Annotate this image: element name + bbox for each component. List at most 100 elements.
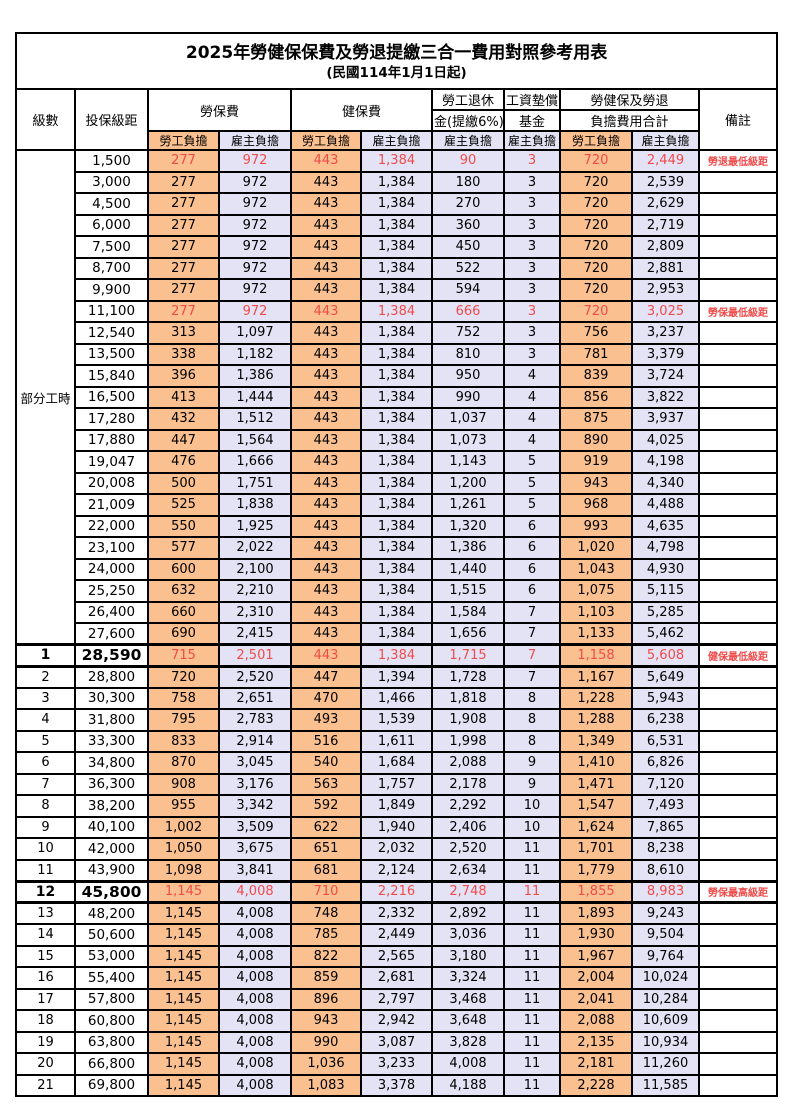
total-employer-cell: 9,764 (631, 944, 700, 968)
pension-employer-cell: 1,320 (431, 514, 505, 538)
labor-employee-cell: 1,145 (147, 987, 220, 1011)
total-employee-cell: 1,158 (559, 643, 633, 668)
table-row: 19 63,800 1,145 4,008 990 3,087 3,828 11 2,135 10… (15, 1030, 779, 1054)
pension-employer-cell: 360 (431, 213, 505, 237)
header-row-2: 金(提繳6%) 基金 負擔費用合計 (16, 109, 777, 132)
total-employer-cell: 4,198 (631, 450, 700, 474)
pension-employer-cell: 1,200 (431, 471, 505, 495)
total-employer-cell: 7,493 (631, 794, 700, 818)
total-employee-cell: 1,167 (559, 665, 633, 689)
health-employer-cell: 1,384 (360, 213, 433, 237)
wage-fund-employer-cell: 11 (503, 966, 561, 990)
health-employee-cell: 447 (290, 665, 362, 689)
health-employer-cell: 2,124 (360, 858, 433, 882)
wage-fund-employer-cell: 11 (503, 858, 561, 882)
bracket-cell: 13,500 (74, 342, 149, 366)
total-employer-cell: 2,629 (631, 192, 700, 216)
total-employer-cell: 5,943 (631, 686, 700, 710)
labor-employer-cell: 1,182 (218, 342, 292, 366)
pension-employer-cell: 1,515 (431, 579, 505, 603)
remark-cell (697, 579, 779, 603)
table-row: 13,500 338 1,182 443 1,384 810 3 781 3,379 (16, 342, 779, 366)
labor-employee-cell: 277 (147, 299, 220, 323)
health-employer-cell: 1,384 (360, 428, 433, 452)
table-row: 9 40,100 1,002 3,509 622 1,940 2,406 10 1,624 7,8… (15, 815, 779, 839)
labor-employer-cell: 3,045 (218, 751, 292, 775)
table-row: 22,000 550 1,925 443 1,384 1,320 6 993 4,635 (16, 514, 779, 538)
wage-fund-employer-cell: 3 (503, 256, 561, 280)
total-employer-cell: 5,462 (631, 622, 700, 646)
pension-employer-cell: 2,748 (431, 879, 505, 904)
wage-fund-employer-cell: 7 (503, 665, 561, 689)
labor-employee-cell: 715 (147, 643, 220, 668)
wage-fund-employer-cell: 10 (503, 794, 561, 818)
health-employee-cell: 563 (290, 772, 362, 796)
level-group-cell: 部分工時 (15, 149, 76, 646)
labor-employee-cell: 338 (147, 342, 220, 366)
labor-employer-cell: 1,097 (218, 321, 292, 345)
wage-fund-employer-cell: 11 (503, 1009, 561, 1033)
total-employer-cell: 3,724 (631, 364, 700, 388)
health-employee-cell: 443 (290, 299, 362, 323)
health-employee-cell: 681 (290, 858, 362, 882)
health-employee-cell: 443 (290, 471, 362, 495)
health-employer-cell: 1,384 (360, 579, 433, 603)
total-employer-cell: 4,340 (631, 471, 700, 495)
total-employer-cell: 8,610 (631, 858, 700, 882)
health-employer-cell: 2,216 (360, 879, 433, 904)
pension-employer-cell: 1,037 (431, 407, 505, 431)
labor-employer-cell: 2,022 (218, 536, 292, 560)
total-employee-cell: 839 (559, 364, 633, 388)
wage-fund-employer-cell: 4 (503, 385, 561, 409)
table-row: 6 34,800 870 3,045 540 1,684 2,088 9 1,410 6,826 (15, 751, 779, 775)
col-header-health-insurance: 健保費 (290, 88, 433, 132)
labor-employee-cell: 908 (147, 772, 220, 796)
total-employer-cell: 10,024 (631, 966, 700, 990)
remark-cell (697, 428, 779, 452)
pension-employer-cell: 450 (431, 235, 505, 259)
health-employee-cell: 592 (290, 794, 362, 818)
total-employer-cell: 10,609 (631, 1009, 700, 1033)
table-body: 部分工時 1,500 277 972 443 1,384 90 3 720 2,449 勞退最低級距… (15, 149, 779, 1097)
bracket-cell: 28,590 (74, 643, 149, 668)
total-employee-cell: 720 (559, 278, 633, 302)
bracket-cell: 30,300 (74, 686, 149, 710)
health-employee-cell: 748 (290, 901, 362, 925)
pension-employer-cell: 4,188 (431, 1073, 505, 1097)
remark-cell (697, 192, 779, 216)
pension-employer-cell: 1,998 (431, 729, 505, 753)
table-row: 3 30,300 758 2,651 470 1,466 1,818 8 1,228 5,943 (15, 686, 779, 710)
total-employee-cell: 1,075 (559, 579, 633, 603)
total-employee-cell: 1,893 (559, 901, 633, 925)
remark-cell (697, 407, 779, 431)
wage-fund-employer-cell: 3 (503, 235, 561, 259)
bracket-cell: 11,100 (74, 299, 149, 323)
wage-fund-employer-cell: 11 (503, 1030, 561, 1054)
wage-fund-employer-cell: 3 (503, 278, 561, 302)
pension-employer-cell: 3,648 (431, 1009, 505, 1033)
pension-employer-cell: 1,656 (431, 622, 505, 646)
subheader-total-employer: 雇主負擔 (631, 130, 700, 151)
level-cell: 2 (15, 665, 76, 689)
health-employer-cell: 2,942 (360, 1009, 433, 1033)
remark-cell (697, 170, 779, 194)
title-row: 2025年勞健保保費及勞退提繳三合一費用對照參考用表 (民國114年1月1日起) (14, 32, 779, 90)
total-employer-cell: 2,539 (631, 170, 700, 194)
wage-fund-employer-cell: 4 (503, 428, 561, 452)
wage-fund-employer-cell: 3 (503, 149, 561, 173)
wage-fund-employer-cell: 11 (503, 879, 561, 904)
table-row: 10 42,000 1,050 3,675 651 2,032 2,520 11 1,701 8,… (15, 837, 779, 861)
bracket-cell: 42,000 (74, 837, 149, 861)
remark-cell (697, 622, 779, 646)
table-row: 19,047 476 1,666 443 1,384 1,143 5 919 4,198 (16, 450, 779, 474)
labor-employee-cell: 1,145 (147, 1030, 220, 1054)
labor-employer-cell: 4,008 (218, 944, 292, 968)
table-row: 25,250 632 2,210 443 1,384 1,515 6 1,075 5,115 (16, 579, 779, 603)
wage-fund-employer-cell: 3 (503, 170, 561, 194)
level-cell: 4 (15, 708, 76, 732)
level-cell: 7 (15, 772, 76, 796)
bracket-cell: 19,047 (74, 450, 149, 474)
table-row: 1 28,590 715 2,501 443 1,384 1,715 7 1,158 5,608 健… (15, 643, 779, 668)
col-header-pension-line1: 勞工退休 (431, 88, 505, 111)
wage-fund-employer-cell: 4 (503, 407, 561, 431)
